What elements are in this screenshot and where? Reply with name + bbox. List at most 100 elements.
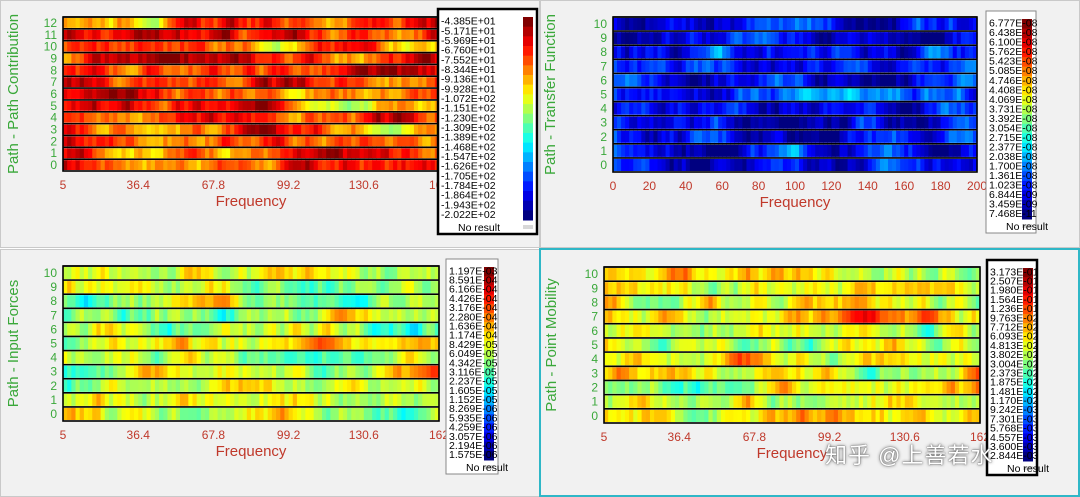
heatmap-cell (79, 393, 85, 406)
heatmap-cell (125, 295, 131, 308)
heatmap-cell (662, 409, 668, 422)
heatmap-cell (775, 395, 781, 408)
heatmap-cell (950, 310, 956, 323)
heatmap-cell (200, 148, 206, 159)
heatmap-cell (835, 74, 841, 87)
heatmap-cell (71, 295, 77, 308)
heatmap-cell (280, 18, 286, 28)
x-tick-label: 36.4 (668, 430, 692, 444)
heatmap-cell (209, 136, 214, 147)
heatmap-cell (921, 353, 927, 366)
heatmap-cell (246, 323, 252, 336)
heatmap-cell (754, 409, 760, 422)
chart-panel-point-mobility[interactable]: 0 1 2 3 4 5 6 7 8 9 10 5 36.4 67.8 99.2 130.6 162 Frequen… (539, 248, 1080, 497)
heatmap-cell (839, 32, 845, 45)
heatmap-cell (714, 130, 719, 143)
legend-value: 6.049E-05 (449, 348, 498, 360)
chart-panel-transfer-function[interactable]: 0 1 2 3 4 5 6 7 8 9 10 0 20 40 60 80 100 120 140 160 180 200 F… (540, 0, 1080, 248)
heatmap-cell (196, 351, 202, 364)
heatmap-cell (842, 381, 847, 394)
heatmap-cell (954, 282, 960, 295)
heatmap-cell (754, 338, 760, 352)
heatmap-cell (179, 337, 185, 350)
heatmap-cell (693, 46, 699, 59)
heatmap-cell (163, 89, 169, 99)
heatmap-cell (771, 324, 776, 337)
heatmap-cell (825, 282, 831, 295)
legend-value: -1.072E+02 (441, 93, 496, 105)
heatmap-cell (418, 160, 423, 170)
heatmap-cell (184, 351, 189, 364)
heatmap-cell (251, 337, 256, 350)
heatmap-cell (954, 324, 960, 337)
heatmap-cell (972, 130, 978, 143)
heatmap-cell (380, 124, 386, 135)
heatmap-cell (409, 351, 415, 364)
heatmap-cell (238, 148, 244, 159)
heatmap-cell (167, 29, 173, 40)
heatmap-cell (154, 267, 160, 280)
heatmap-cell (762, 395, 768, 408)
heatmap-cell (413, 407, 419, 420)
legend-value: -4.385E+01 (441, 16, 496, 28)
heatmap-cell (405, 379, 411, 392)
chart-panel-input-forces[interactable]: 0 1 2 3 4 5 6 7 8 9 10 5 36.4 67.8 99.2 130.6 162 Frequen… (0, 249, 540, 497)
heatmap-cell (975, 324, 981, 337)
heatmap-cell (608, 353, 613, 366)
heatmap-cell (720, 310, 726, 323)
heatmap-cell (685, 116, 691, 129)
heatmap-cell (309, 53, 315, 64)
heatmap-cell (138, 160, 143, 170)
heatmap-cell (846, 268, 852, 281)
heatmap-cell (267, 77, 273, 88)
heatmap-cell (975, 338, 981, 352)
legend-value: -1.309E+02 (441, 122, 496, 134)
heatmap-cell (213, 18, 219, 28)
heatmap-cell (426, 18, 432, 28)
heatmap-cell (819, 60, 824, 73)
heatmap-cell (908, 395, 914, 408)
heatmap-cell (288, 160, 294, 170)
heatmap-cell (347, 136, 352, 147)
heatmap-cell (629, 268, 634, 281)
legend: -4.385E+01-5.171E+01-5.969E+01-6.760E+01… (436, 7, 539, 236)
heatmap-cell (912, 130, 917, 143)
heatmap-cell (246, 309, 252, 322)
heatmap-cell (397, 323, 402, 336)
heatmap-cell (284, 365, 290, 378)
heatmap-cell (430, 337, 436, 350)
heatmap-cell (430, 77, 436, 88)
heatmap-cell (921, 338, 927, 352)
heatmap-cell (693, 18, 699, 31)
heatmap-cell (384, 89, 390, 99)
heatmap-cell (625, 32, 630, 45)
chart-panel-path-contribution[interactable]: 0123456789101112536.467.899.2130.6162Fre… (0, 0, 540, 248)
heatmap-cell (96, 148, 102, 159)
heatmap-cell (196, 18, 202, 28)
heatmap-cell (842, 296, 847, 309)
heatmap-cell (604, 367, 609, 380)
heatmap-cell (225, 29, 231, 40)
heatmap-cell (683, 381, 689, 394)
heatmap-cell (129, 407, 135, 420)
heatmap-cell (928, 130, 934, 143)
heatmap-cell (171, 53, 177, 64)
heatmap-cell (952, 74, 958, 87)
heatmap-cell (154, 100, 160, 111)
heatmap-cell (251, 309, 256, 322)
heatmap-cell (613, 158, 618, 171)
heatmap-cell (714, 74, 719, 87)
heatmap-cell (812, 409, 818, 422)
heatmap-cell (326, 136, 331, 147)
heatmap-cell (875, 310, 881, 323)
heatmap-cell (808, 268, 814, 281)
heatmap-cell (79, 281, 85, 294)
heatmap-cell (613, 116, 618, 129)
heatmap-cell (716, 282, 722, 295)
legend-value: -2.022E+02 (441, 209, 496, 221)
heatmap-cell (426, 148, 432, 159)
heatmap-cell (775, 310, 781, 323)
heatmap-cell (234, 18, 240, 28)
heatmap-cell (637, 367, 643, 380)
heatmap-cell (811, 88, 816, 101)
